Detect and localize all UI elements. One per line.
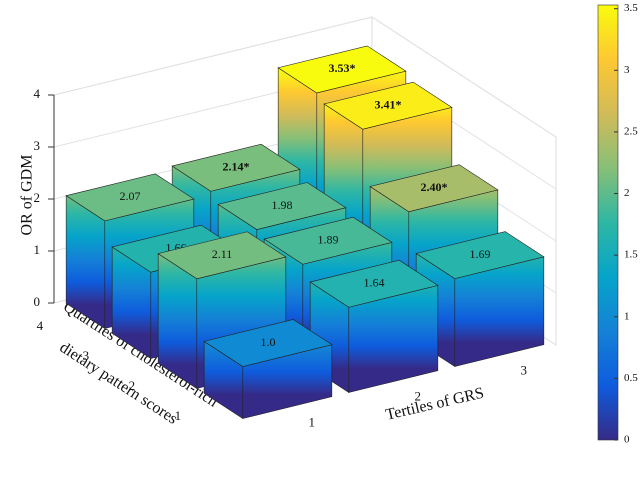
- z-tick-label: 1: [34, 242, 41, 257]
- value-label: 2.40*: [421, 180, 448, 194]
- colorbar-tick-label: 1.5: [624, 249, 638, 261]
- y-tick-label: 1: [175, 408, 182, 423]
- colorbar: [597, 4, 619, 441]
- y-tick-label: 4: [37, 318, 44, 333]
- value-label: 1.64: [364, 275, 385, 289]
- y-tick-label: 3: [83, 348, 90, 363]
- bar-top-face: [309, 259, 439, 308]
- z-axis-label: OR of GDM: [19, 155, 36, 236]
- value-label: 1.89: [318, 232, 339, 246]
- colorbar-tick-label: 2.5: [624, 125, 638, 137]
- bar-top-face: [171, 143, 301, 192]
- value-label: 3.53*: [329, 61, 356, 75]
- z-tick-label: 0: [34, 294, 41, 309]
- z-tick-label: 2: [34, 190, 41, 205]
- bar-top-face: [263, 216, 393, 265]
- value-label: 2.07: [120, 189, 141, 203]
- colorbar-tick-label: 3: [624, 64, 630, 76]
- grid-line: [53, 16, 557, 138]
- x-tick-label: 1: [308, 414, 315, 429]
- bar-top-face: [157, 231, 287, 280]
- value-label: 1.69: [470, 247, 491, 261]
- value-label: 2.14*: [223, 159, 250, 173]
- value-label: 2.11: [212, 247, 233, 261]
- bar-top-face: [65, 173, 195, 222]
- colorbar-tick-label: 0: [624, 434, 630, 446]
- colorbar-tick-label: 3.5: [624, 2, 638, 14]
- bar-top-face: [203, 319, 333, 367]
- colorbar-tick-label: 1: [624, 310, 630, 322]
- bar-top-face: [277, 45, 407, 94]
- bar-top-face: [323, 81, 453, 130]
- bar: 1.0: [203, 319, 333, 420]
- bar-top-face: [217, 182, 347, 230]
- value-label: 1.98: [272, 198, 293, 212]
- colorbar-tick-label: 2: [624, 187, 630, 199]
- value-label: 3.41*: [375, 97, 402, 111]
- value-label: 1.0: [261, 335, 276, 349]
- x-tick-label: 2: [414, 388, 421, 403]
- x-axis-label: Tertiles of GRS: [384, 385, 485, 424]
- bar: 1.64: [309, 259, 439, 394]
- x-tick-label: 3: [520, 362, 527, 377]
- colorbar-tick-label: 0.5: [624, 372, 638, 384]
- y-tick-label: 2: [129, 378, 136, 393]
- z-tick-label: 4: [34, 86, 41, 101]
- bar-top-face: [415, 231, 545, 279]
- z-tick-label: 3: [34, 138, 41, 153]
- bar-top-face: [369, 164, 499, 213]
